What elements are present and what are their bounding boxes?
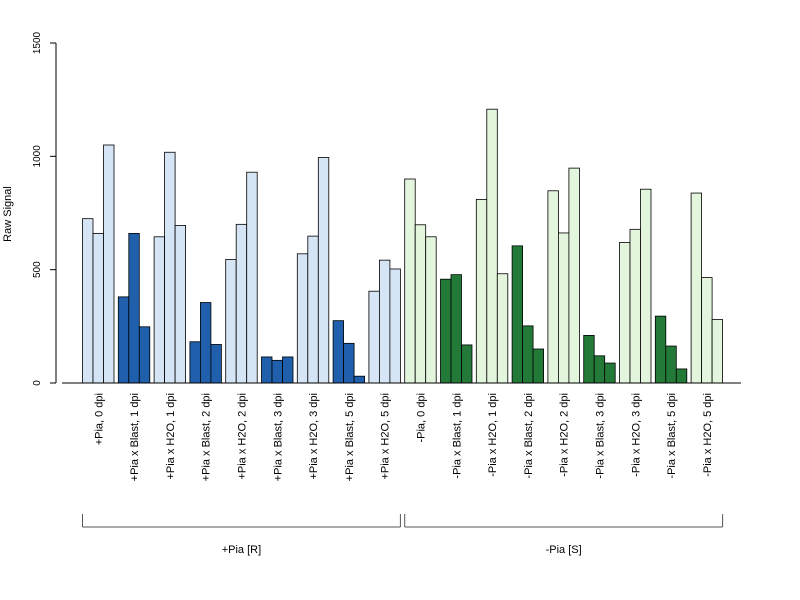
bar — [414, 224, 427, 384]
bar — [199, 302, 212, 384]
bar — [604, 362, 616, 384]
bar — [282, 356, 294, 384]
bar — [701, 277, 713, 384]
bar — [532, 348, 544, 384]
bar — [296, 253, 309, 384]
bar — [271, 359, 283, 384]
y-axis-title: Raw Signal — [2, 186, 14, 242]
bar — [583, 334, 595, 384]
category-label: -Pia x H2O, 2 dpi — [559, 393, 571, 477]
bar — [496, 273, 509, 384]
category-label: +Pia x H2O, 5 dpi — [380, 393, 392, 480]
y-tick-label: 500 — [32, 261, 43, 278]
bar — [440, 278, 452, 384]
y-tick-label: 1000 — [32, 145, 43, 168]
bar — [425, 236, 437, 384]
category-label: -Pia x Blast, 2 dpi — [523, 393, 535, 479]
bar — [547, 190, 559, 384]
bar — [138, 326, 151, 384]
category-label: +Pia x H2O, 1 dpi — [165, 393, 177, 480]
category-label: +Pia, 0 dpi — [93, 393, 105, 445]
bar — [92, 232, 104, 384]
bar — [690, 192, 702, 384]
category-label: -Pia x H2O, 3 dpi — [630, 393, 642, 477]
bars — [82, 108, 723, 384]
bar — [511, 245, 523, 384]
bar — [461, 344, 473, 384]
category-label: -Pia x Blast, 5 dpi — [666, 393, 678, 479]
bar — [404, 178, 416, 384]
bar — [317, 157, 330, 384]
y-tick-label: 1500 — [32, 31, 43, 54]
bar — [640, 188, 652, 384]
category-label: +Pia x H2O, 3 dpi — [308, 393, 320, 480]
category-label: +Pia x H2O, 2 dpi — [236, 393, 248, 480]
category-label: -Pia, 0 dpi — [415, 393, 427, 443]
bar — [654, 315, 667, 384]
bar — [522, 325, 534, 384]
bar — [235, 223, 248, 384]
bar — [368, 290, 380, 384]
bar — [174, 225, 187, 384]
bar — [593, 355, 606, 384]
bar — [117, 296, 130, 384]
bar — [665, 345, 677, 384]
y-axis: 0 500 1000 1500 — [32, 31, 57, 386]
category-label: -Pia x H2O, 5 dpi — [702, 393, 714, 477]
bar — [568, 167, 580, 384]
group-label: +Pia [R] — [222, 544, 261, 556]
category-label: +Pia x Blast, 5 dpi — [344, 393, 356, 481]
bar — [378, 259, 391, 384]
bar — [261, 356, 273, 384]
group-brackets: +Pia [R] -Pia [S] — [82, 514, 724, 556]
bar — [189, 341, 201, 384]
bar — [450, 274, 462, 384]
category-label: -Pia x H2O, 1 dpi — [487, 393, 499, 477]
category-label: -Pia x Blast, 3 dpi — [594, 393, 606, 479]
bar — [128, 232, 140, 384]
bar — [82, 218, 94, 384]
bar — [153, 236, 166, 384]
bar — [164, 151, 176, 384]
bar — [619, 242, 631, 384]
bar — [246, 171, 258, 384]
bar — [558, 232, 570, 384]
bar — [711, 319, 723, 384]
category-label: +Pia x Blast, 2 dpi — [201, 393, 213, 481]
bar — [675, 368, 688, 384]
group-label: -Pia [S] — [546, 544, 582, 556]
bar — [103, 144, 115, 384]
bar — [343, 342, 355, 384]
bar — [486, 108, 498, 384]
bar — [332, 320, 345, 384]
category-label: +Pia x Blast, 1 dpi — [129, 393, 141, 481]
bar — [210, 344, 222, 384]
bar — [307, 235, 319, 384]
y-tick-label: 0 — [32, 380, 43, 386]
category-labels: +Pia, 0 dpi +Pia x Blast, 1 dpi +Pia x H2O… — [93, 393, 714, 481]
bar — [475, 198, 488, 384]
bar — [225, 259, 237, 384]
bar — [353, 375, 366, 384]
category-label: +Pia x Blast, 3 dpi — [272, 393, 284, 481]
bar — [389, 268, 401, 384]
bar — [629, 228, 641, 384]
category-label: -Pia x Blast, 1 dpi — [451, 393, 463, 479]
